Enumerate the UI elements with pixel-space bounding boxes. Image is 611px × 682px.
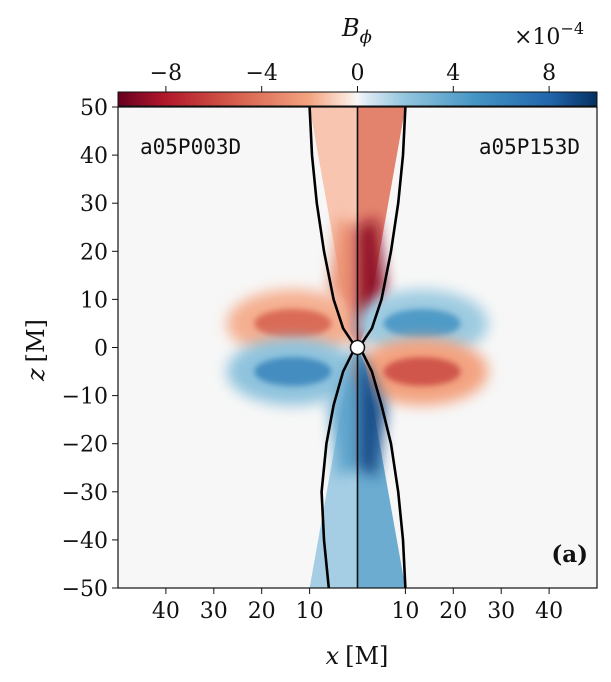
right-panel-label: a05P153D <box>479 135 580 159</box>
left-disk-upper-wing <box>226 289 359 358</box>
x-tick-label: 40 <box>535 599 563 624</box>
colorbar-tick-label: 0 <box>351 61 365 86</box>
y-tick-label: −50 <box>62 577 108 602</box>
field-map <box>226 107 489 588</box>
y-tick-label: −40 <box>62 529 108 554</box>
x-tick-label: 20 <box>248 599 276 624</box>
colorbar-scale: ×10−4 <box>514 19 584 50</box>
colorbar-label: Bϕ <box>341 14 372 48</box>
colorbar-tick-label: 8 <box>542 61 556 86</box>
x-axis-ticks: 40 30 20 10 10 20 30 40 <box>152 588 563 624</box>
x-tick-label: 10 <box>296 599 324 624</box>
colorbar-tick-label: 4 <box>446 61 460 86</box>
colorbar-gradient <box>117 91 598 107</box>
y-tick-label: 40 <box>80 144 108 169</box>
x-tick-label: 30 <box>487 599 515 624</box>
left-jet-lower <box>309 347 358 588</box>
y-tick-label: −20 <box>62 433 108 458</box>
y-tick-label: 30 <box>80 192 108 217</box>
y-tick-label: 0 <box>94 337 108 362</box>
colorbar: −8 −4 0 4 8 Bϕ ×10−4 <box>117 14 598 107</box>
colorbar-tick-label: −8 <box>150 61 182 86</box>
x-tick-label: 10 <box>391 599 419 624</box>
x-tick-label: 20 <box>439 599 467 624</box>
y-tick-label: 10 <box>80 288 108 313</box>
x-tick-label: 40 <box>152 599 180 624</box>
y-axis-label: z[M] <box>22 319 50 382</box>
left-panel-label: a05P003D <box>140 135 241 159</box>
x-tick-label: 30 <box>200 599 228 624</box>
left-disk-lower-wing <box>226 337 359 406</box>
right-disk-lower-wing <box>356 337 489 406</box>
y-tick-label: −10 <box>62 385 108 410</box>
panel-tag: (a) <box>551 541 588 568</box>
y-tick-label: −30 <box>62 481 108 506</box>
contour-left-upper <box>308 107 354 344</box>
right-jet-lower <box>357 347 406 588</box>
colorbar-ticks: −8 −4 0 4 8 <box>150 61 556 92</box>
contour-right-upper <box>361 107 407 344</box>
right-disk-upper-wing <box>356 289 489 358</box>
y-tick-label: 50 <box>80 96 108 121</box>
contour-right-lower <box>361 351 407 588</box>
y-axis-ticks: 50 40 30 20 10 0 −10 −20 −30 −40 −50 <box>62 96 118 602</box>
x-axis-label: x [M] <box>326 642 389 670</box>
contour-left-lower <box>320 351 354 588</box>
colorbar-tick-label: −4 <box>245 61 277 86</box>
black-hole-marker <box>349 339 366 356</box>
contours <box>308 107 407 588</box>
y-tick-label: 20 <box>80 240 108 265</box>
